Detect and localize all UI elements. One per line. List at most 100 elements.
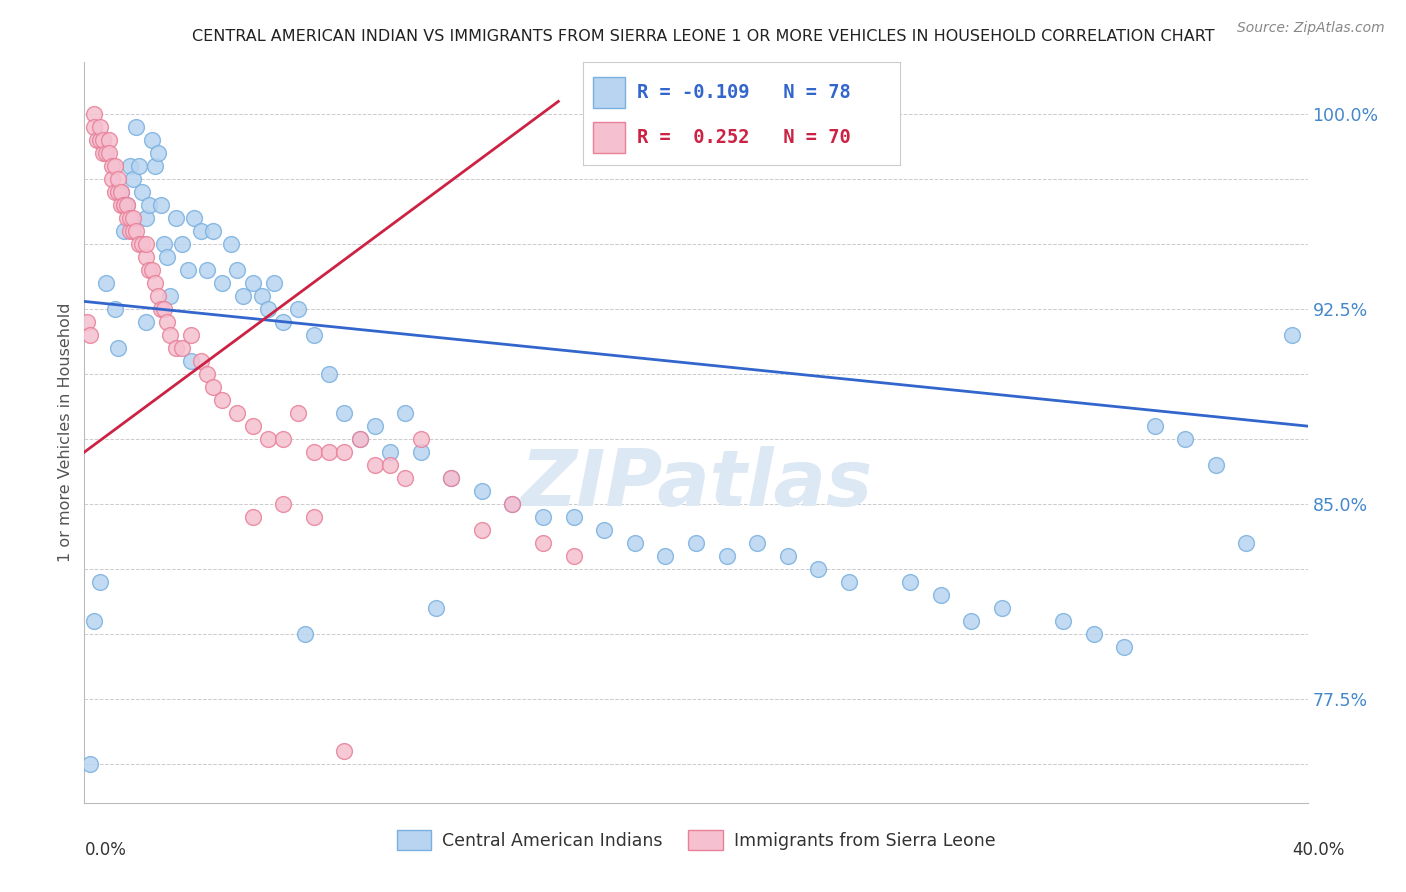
Point xyxy=(318,445,340,459)
Point xyxy=(120,224,142,238)
Point xyxy=(180,354,202,368)
Point xyxy=(115,198,138,212)
Point xyxy=(685,536,707,550)
Point xyxy=(120,211,142,226)
Point xyxy=(364,458,387,472)
Point xyxy=(263,277,285,291)
Point xyxy=(107,172,129,186)
Point xyxy=(287,406,309,420)
Point xyxy=(471,523,494,537)
Point xyxy=(250,289,273,303)
Point xyxy=(440,471,463,485)
Point xyxy=(287,302,309,317)
Point xyxy=(83,120,105,135)
Point xyxy=(242,510,264,524)
Point xyxy=(440,471,463,485)
Point xyxy=(131,186,153,200)
Point xyxy=(195,367,218,381)
Point xyxy=(131,237,153,252)
Point xyxy=(143,159,166,173)
Point xyxy=(333,445,356,459)
Point xyxy=(838,574,860,589)
Point xyxy=(531,510,554,524)
Point xyxy=(156,250,179,264)
Point xyxy=(125,120,148,135)
Point xyxy=(302,328,325,343)
Point xyxy=(380,458,402,472)
Point xyxy=(128,237,150,252)
Point xyxy=(91,146,114,161)
Point xyxy=(409,432,432,446)
Point xyxy=(146,289,169,303)
Bar xyxy=(593,77,624,108)
Point xyxy=(242,277,264,291)
Point xyxy=(898,574,921,589)
Point xyxy=(425,601,447,615)
Point xyxy=(302,445,325,459)
Point xyxy=(135,211,157,226)
Point xyxy=(156,315,179,329)
Point xyxy=(91,133,114,147)
Point xyxy=(242,419,264,434)
Point xyxy=(333,744,356,758)
Point xyxy=(394,471,416,485)
Point xyxy=(318,367,340,381)
Point xyxy=(807,562,830,576)
Legend: Central American Indians, Immigrants from Sierra Leone: Central American Indians, Immigrants fro… xyxy=(389,823,1002,857)
Point xyxy=(531,536,554,550)
Point xyxy=(135,237,157,252)
Bar xyxy=(593,122,624,153)
Point xyxy=(257,302,280,317)
Text: ZIPatlas: ZIPatlas xyxy=(520,446,872,523)
Point xyxy=(172,237,194,252)
Point xyxy=(122,211,145,226)
Point xyxy=(94,146,117,161)
Point xyxy=(104,159,127,173)
Point xyxy=(562,549,585,563)
Point xyxy=(211,393,233,408)
Point xyxy=(89,133,111,147)
Point xyxy=(1143,419,1166,434)
Point xyxy=(83,614,105,628)
Point xyxy=(141,263,163,277)
Text: 0.0%: 0.0% xyxy=(84,841,127,859)
Point xyxy=(104,302,127,317)
Point xyxy=(104,186,127,200)
Point xyxy=(302,510,325,524)
Point xyxy=(409,445,432,459)
Y-axis label: 1 or more Vehicles in Household: 1 or more Vehicles in Household xyxy=(58,303,73,562)
Point xyxy=(89,120,111,135)
Point xyxy=(502,497,524,511)
Point xyxy=(153,237,176,252)
Point xyxy=(624,536,647,550)
Point xyxy=(190,224,212,238)
Point xyxy=(115,198,138,212)
Point xyxy=(83,107,105,121)
Point xyxy=(394,406,416,420)
Text: R =  0.252   N = 70: R = 0.252 N = 70 xyxy=(637,128,851,147)
Point xyxy=(165,211,187,226)
Point xyxy=(138,263,160,277)
Point xyxy=(79,328,101,343)
Point xyxy=(232,289,254,303)
Point xyxy=(201,224,224,238)
Point xyxy=(94,277,117,291)
Point xyxy=(1114,640,1136,654)
Point xyxy=(1205,458,1227,472)
Point xyxy=(271,432,294,446)
Text: R = -0.109   N = 78: R = -0.109 N = 78 xyxy=(637,83,851,102)
Point xyxy=(1236,536,1258,550)
Point xyxy=(271,315,294,329)
Point xyxy=(294,627,316,641)
Point xyxy=(112,198,135,212)
Point xyxy=(593,523,616,537)
Point xyxy=(201,380,224,394)
Point xyxy=(101,159,124,173)
Point xyxy=(257,432,280,446)
Point xyxy=(89,574,111,589)
Point xyxy=(349,432,371,446)
Point xyxy=(364,419,387,434)
Point xyxy=(776,549,799,563)
Point xyxy=(110,198,132,212)
Point xyxy=(128,159,150,173)
